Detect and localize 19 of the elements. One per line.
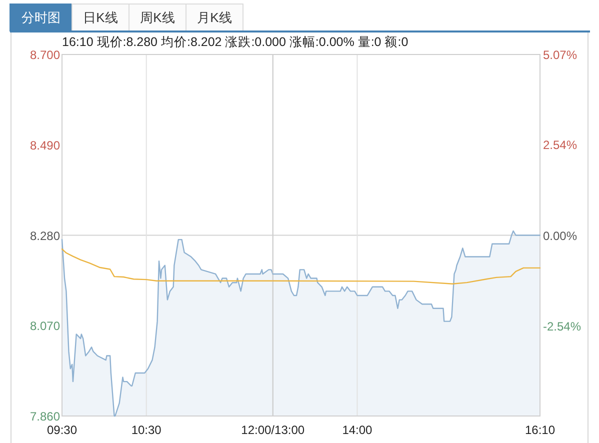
chart-title: 分时图: [22, 10, 60, 25]
x-tick-label: 16:10: [524, 423, 556, 437]
y2-tick-label: -2.54%: [543, 319, 582, 334]
x-tick-label: 09:30: [46, 423, 78, 437]
x-tick-label: 10:30: [131, 423, 162, 437]
tab-selected: 分时图: [10, 4, 72, 32]
y-tick-label: 7.860: [30, 410, 60, 424]
x-tick-label: 12:00/13:00: [241, 423, 305, 437]
y-tick-label: 8.700: [30, 48, 60, 62]
y-tick-label: 8.280: [30, 228, 60, 243]
x-tick-label: 14:00: [342, 423, 373, 437]
y2-tick-label: 2.54%: [543, 138, 578, 152]
y-tick-label: 8.070: [30, 319, 60, 334]
chart-subtitle: 16:10 现价:8.280 均价:8.202 涨跌:0.000 涨幅:0.00% 量:0 额:0: [62, 35, 408, 49]
y-tick-label: 8.490: [30, 138, 60, 152]
y2-tick-label: 0.00%: [543, 228, 578, 243]
tab: 日K线: [72, 4, 130, 32]
tab: 月K线: [186, 4, 244, 32]
y2-tick-label: 5.07%: [543, 48, 578, 62]
